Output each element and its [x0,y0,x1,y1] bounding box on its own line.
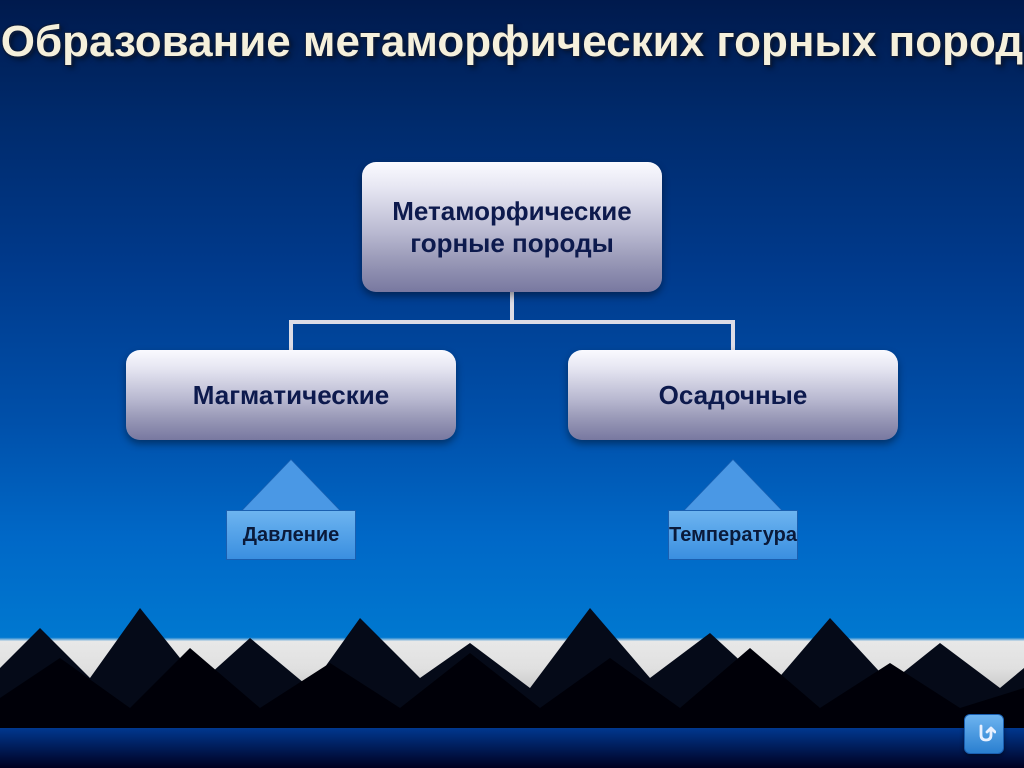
node-right-label: Осадочные [659,380,808,411]
slide: Образование метаморфических горных пород… [0,0,1024,768]
return-button[interactable] [964,714,1004,754]
node-left: Магматические [126,350,456,440]
connector-to-right [731,320,735,350]
connector-to-left [289,320,293,350]
node-root: Метаморфические горные породы [362,162,662,292]
arrow-pressure-label: Давление [226,510,356,560]
arrow-temperature-label: Температура [668,510,798,560]
arrow-pressure-head [241,460,341,512]
arrow-pressure: Давление [196,460,386,560]
slide-title: Образование метаморфических горных пород [0,16,1024,68]
connector-horizontal [291,320,733,324]
u-turn-arrow-icon [972,722,996,746]
connector-root-down [510,292,514,322]
node-root-label: Метаморфические горные породы [362,195,662,260]
mountain-silhouette [0,548,1024,728]
arrow-temperature: Температура [638,460,828,560]
node-left-label: Магматические [193,380,389,411]
node-right: Осадочные [568,350,898,440]
arrow-temperature-head [683,460,783,512]
